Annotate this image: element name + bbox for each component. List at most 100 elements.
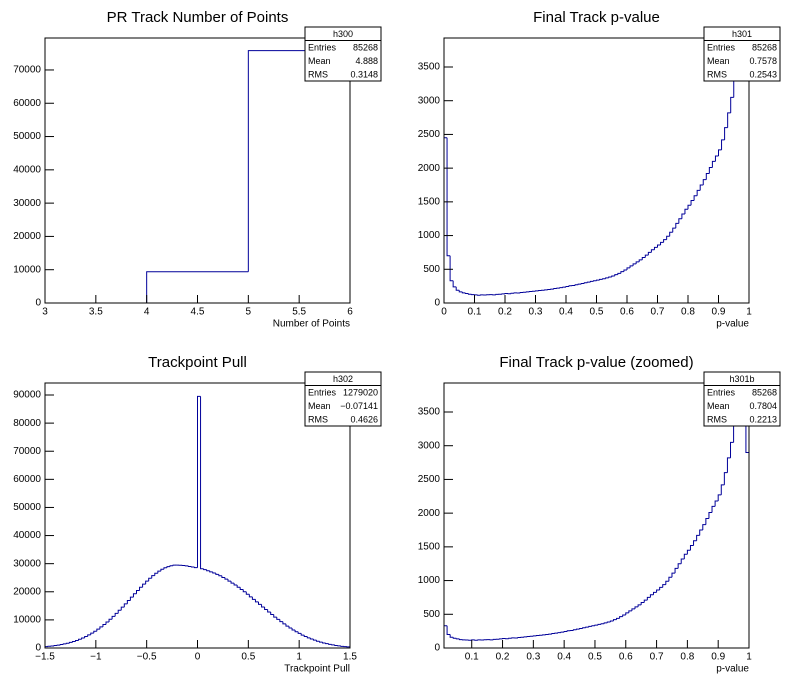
bin <box>579 627 583 630</box>
y-tick-label: 0 <box>434 298 440 309</box>
bin <box>81 637 85 640</box>
bin <box>574 284 579 286</box>
bin <box>309 637 314 640</box>
bin <box>629 265 634 268</box>
x-tick-label: 0.3 <box>526 652 540 663</box>
stats-label: Mean <box>308 401 331 411</box>
bin <box>248 594 253 598</box>
bin <box>230 581 235 584</box>
x-tick-label: 0.6 <box>619 652 633 663</box>
bin <box>455 638 460 640</box>
bin <box>136 589 140 594</box>
bin <box>668 576 672 582</box>
bin <box>674 567 679 574</box>
x-tick-label: 1 <box>296 652 302 663</box>
bin <box>699 529 703 536</box>
bin <box>245 591 250 595</box>
x-tick-label: 0.5 <box>590 307 604 318</box>
bin <box>215 572 219 575</box>
y-tick-label: 70000 <box>13 65 41 76</box>
bin <box>163 567 167 570</box>
stats-title: h302 <box>333 374 353 384</box>
bin <box>45 646 49 648</box>
stats-box <box>304 371 382 427</box>
bin <box>660 241 664 246</box>
bin <box>650 249 655 253</box>
bin <box>169 565 174 567</box>
bin <box>616 617 620 620</box>
bin <box>588 625 592 628</box>
bin <box>603 622 608 624</box>
stats-value: 0.7804 <box>749 401 777 411</box>
x-axis-label: Number of Points <box>273 319 350 330</box>
y-tick-label: 50000 <box>13 131 41 142</box>
stats-title: h301 <box>732 29 752 39</box>
chart-title: Final Track p-value (zoomed) <box>499 354 693 371</box>
y-tick-label: 2500 <box>418 129 441 140</box>
y-tick-label: 1500 <box>418 196 441 207</box>
bin <box>693 195 698 201</box>
bin <box>303 635 308 637</box>
bin <box>730 441 734 458</box>
bin <box>669 231 673 237</box>
bin <box>572 629 577 631</box>
chart-title: Trackpoint Pull <box>148 354 247 371</box>
y-tick-label: 70000 <box>13 446 41 457</box>
bin <box>251 596 256 600</box>
bin <box>622 614 626 617</box>
bin <box>568 285 573 287</box>
bin <box>608 276 612 278</box>
stats-label: RMS <box>707 70 727 80</box>
bin <box>126 599 131 604</box>
bin <box>575 628 580 630</box>
bin <box>346 646 350 648</box>
bin <box>270 612 274 616</box>
bin <box>108 618 113 622</box>
bin <box>452 280 457 288</box>
bin <box>206 569 210 572</box>
bin <box>166 566 171 568</box>
bin <box>319 641 323 643</box>
x-tick-label: 0.7 <box>650 652 664 663</box>
bin <box>142 583 146 588</box>
bin <box>708 511 713 519</box>
bin <box>291 628 296 631</box>
y-tick-label: 80000 <box>13 418 41 429</box>
bin <box>242 589 247 593</box>
x-tick-label: 3 <box>42 307 48 318</box>
bin <box>611 275 615 278</box>
bin <box>675 222 679 229</box>
bin <box>689 545 694 551</box>
y-tick-label: 40000 <box>13 530 41 541</box>
bin <box>638 259 643 262</box>
x-tick-label: 1 <box>746 307 752 318</box>
bin <box>551 633 555 635</box>
stats-value: 85268 <box>752 388 777 398</box>
x-axis-label: p-value <box>716 319 749 330</box>
stats-value: 85268 <box>752 43 777 53</box>
bin <box>640 601 645 605</box>
bin <box>724 127 728 140</box>
bin <box>93 630 97 634</box>
y-tick-label: 60000 <box>13 474 41 485</box>
y-tick-label: 1500 <box>418 541 441 552</box>
x-tick-label: 0.7 <box>651 307 665 318</box>
bin <box>720 484 725 495</box>
histogram <box>444 383 749 648</box>
bin <box>331 644 335 646</box>
y-tick-label: 0 <box>434 643 440 654</box>
bin <box>699 184 704 191</box>
bin <box>65 642 70 644</box>
bin <box>585 626 589 628</box>
x-tick-label: 5 <box>246 307 252 318</box>
bin <box>649 594 654 598</box>
bin <box>714 155 719 162</box>
y-tick-label: 10000 <box>13 615 41 626</box>
bin <box>617 272 621 275</box>
bin <box>678 218 682 224</box>
bin <box>209 570 213 573</box>
x-tick-label: 5.5 <box>292 307 306 318</box>
y-tick-label: 3000 <box>418 440 441 451</box>
y-tick-label: 30000 <box>13 198 41 209</box>
